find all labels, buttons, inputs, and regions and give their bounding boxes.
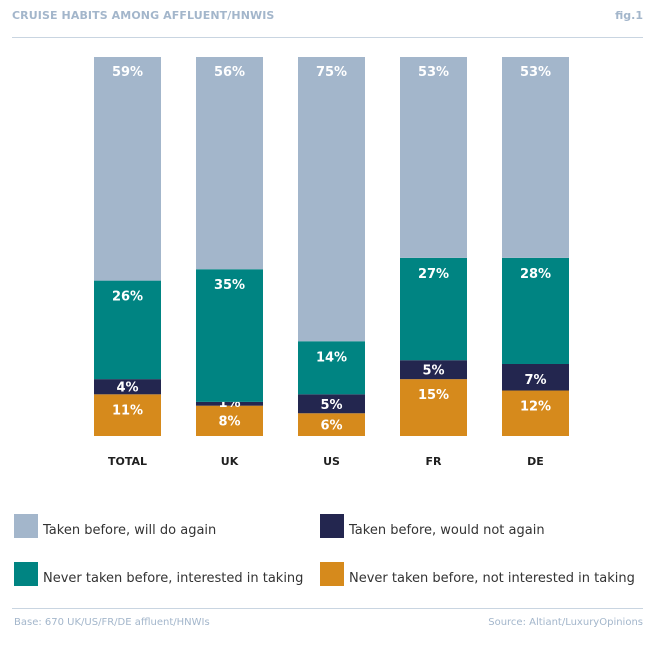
source-note: Source: Altiant/LuxuryOpinions	[488, 617, 643, 628]
footer-divider	[12, 608, 643, 609]
legend-swatch	[320, 562, 344, 586]
bar-segment-uk-not-interested	[196, 405, 263, 436]
bar-segment-de-not-interested	[502, 390, 569, 436]
data-label: 75%	[316, 65, 347, 80]
bar-segment-de-would-not-again	[502, 363, 569, 391]
base-note: Base: 670 UK/US/FR/DE affluent/HNWIs	[14, 617, 210, 628]
bar-segment-uk-would-not-again	[196, 401, 263, 406]
legend-label: Taken before, would not again	[349, 523, 545, 538]
category-label: FR	[426, 455, 443, 468]
data-label: 56%	[214, 65, 245, 80]
data-label: 15%	[418, 388, 449, 403]
stacked-bar-chart: 11%4%26%59%TOTAL8%1%35%56%UK6%5%14%75%US…	[94, 57, 569, 468]
bar-segment-uk-interested	[196, 269, 263, 402]
data-label: 35%	[214, 278, 245, 293]
data-label: 7%	[524, 373, 546, 388]
bar-segment-fr-not-interested	[400, 379, 467, 436]
data-label: 53%	[520, 65, 551, 80]
bar-segment-fr-interested	[400, 257, 467, 361]
bar-segment-total-interested	[94, 280, 161, 380]
data-label: 12%	[520, 400, 551, 415]
data-label: 28%	[520, 267, 551, 282]
category-label: DE	[527, 455, 544, 468]
bar-segment-us-not-interested	[298, 413, 365, 436]
header-divider	[12, 37, 643, 38]
legend-item-would-not-again: Taken before, would not again	[320, 514, 545, 538]
bar-segment-us-will-do-again	[298, 57, 365, 342]
chart-title: CRUISE HABITS AMONG AFFLUENT/HNWIS	[12, 9, 275, 22]
category-label: US	[323, 455, 340, 468]
data-label: 27%	[418, 267, 449, 282]
legend-item-interested: Never taken before, interested in taking	[14, 562, 303, 586]
legend-item-not-interested: Never taken before, not interested in ta…	[320, 562, 635, 586]
legend-swatch	[14, 514, 38, 538]
data-label: 5%	[320, 398, 342, 413]
bar-segment-de-will-do-again	[502, 57, 569, 258]
data-label: 26%	[112, 290, 143, 305]
legend-swatch	[14, 562, 38, 586]
legend-label: Taken before, will do again	[43, 523, 217, 538]
data-label: 8%	[218, 415, 240, 430]
bar-segment-fr-would-not-again	[400, 360, 467, 380]
data-label: 5%	[422, 364, 444, 379]
bar-segment-de-interested	[502, 257, 569, 364]
bar-segment-total-would-not-again	[94, 379, 161, 395]
legend-label: Never taken before, not interested in ta…	[349, 571, 635, 586]
legend-swatch	[320, 514, 344, 538]
data-label: 53%	[418, 65, 449, 80]
legend-item-will-do-again: Taken before, will do again	[14, 514, 216, 538]
category-label: TOTAL	[108, 455, 147, 468]
bar-segment-total-will-do-again	[94, 57, 161, 281]
category-label: UK	[221, 455, 239, 468]
bar-segment-us-interested	[298, 341, 365, 395]
legend-label: Never taken before, interested in taking	[43, 571, 304, 586]
figure-number: fig.1	[615, 9, 643, 22]
data-label: 4%	[116, 381, 138, 396]
data-label: 14%	[316, 350, 347, 365]
bar-segment-us-would-not-again	[298, 394, 365, 414]
data-label: 6%	[320, 419, 342, 434]
bar-segment-fr-will-do-again	[400, 57, 467, 258]
bar-segment-uk-will-do-again	[196, 57, 263, 270]
data-label: 11%	[112, 403, 143, 418]
bar-segment-total-not-interested	[94, 394, 161, 436]
data-label: 59%	[112, 65, 143, 80]
